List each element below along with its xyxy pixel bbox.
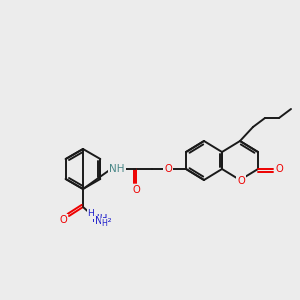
Text: N: N — [95, 216, 103, 226]
Text: O: O — [275, 164, 283, 174]
Text: NH: NH — [109, 164, 125, 174]
Text: O: O — [59, 215, 67, 225]
Text: H: H — [101, 218, 107, 227]
Text: NH₂: NH₂ — [92, 214, 112, 224]
Text: O: O — [164, 164, 172, 174]
Text: O: O — [237, 176, 245, 186]
Text: H: H — [88, 209, 94, 218]
Text: O: O — [132, 185, 140, 195]
